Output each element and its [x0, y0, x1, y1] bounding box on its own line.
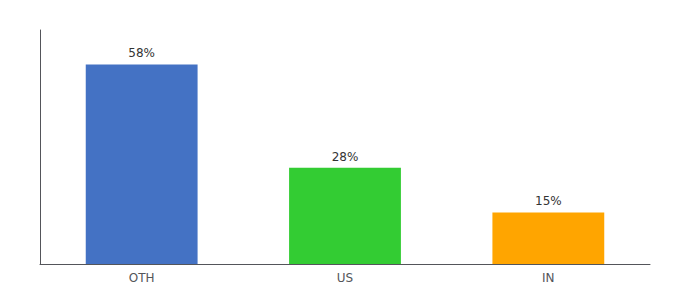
- svg-text:15%: 15%: [535, 194, 562, 208]
- svg-text:IN: IN: [542, 271, 555, 285]
- svg-text:US: US: [337, 271, 353, 285]
- svg-text:28%: 28%: [332, 150, 359, 164]
- svg-text:58%: 58%: [128, 46, 155, 60]
- svg-text:OTH: OTH: [129, 271, 155, 285]
